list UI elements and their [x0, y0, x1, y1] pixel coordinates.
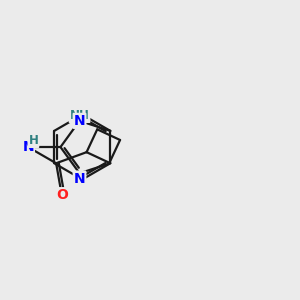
Text: NH: NH — [70, 109, 89, 122]
Text: O: O — [56, 188, 68, 202]
Text: H: H — [28, 134, 38, 147]
Text: N: N — [22, 140, 34, 154]
Text: N: N — [74, 114, 85, 128]
Text: N: N — [74, 172, 85, 186]
